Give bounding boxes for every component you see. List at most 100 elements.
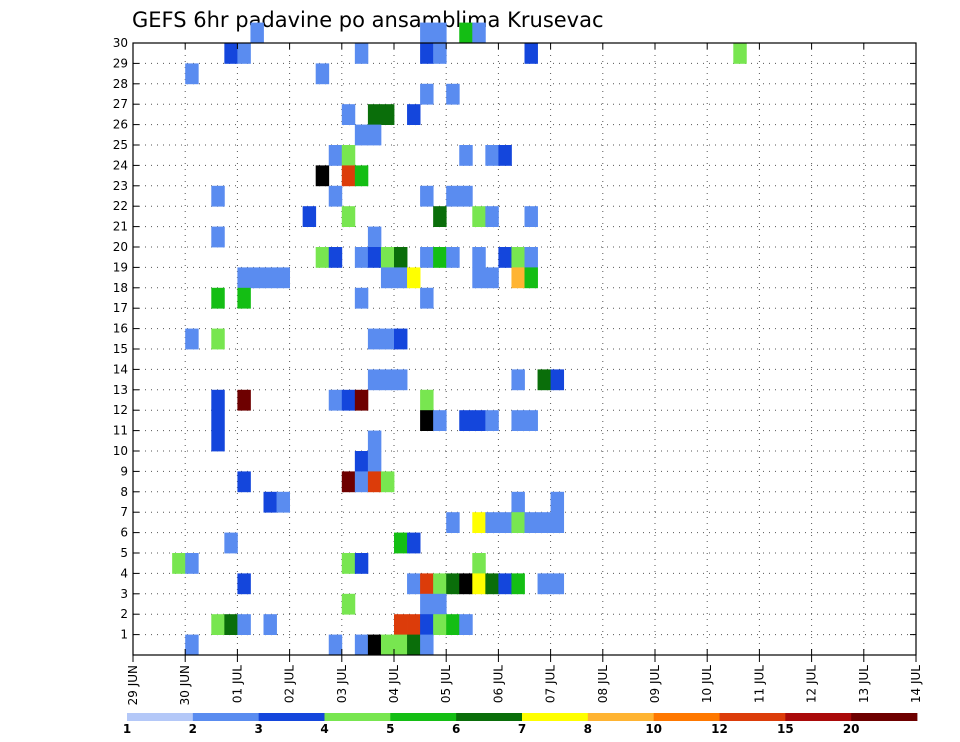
heatmap-cell xyxy=(354,389,369,411)
heatmap-cell xyxy=(237,614,251,635)
y-tick-label: 10 xyxy=(113,444,128,458)
heatmap-cell xyxy=(420,593,434,615)
heatmap-cell xyxy=(537,369,551,391)
heatmap-cell xyxy=(420,614,434,635)
heatmap-cell xyxy=(472,553,486,574)
heatmap-cell xyxy=(420,22,434,44)
legend-swatch xyxy=(456,713,523,721)
heatmap-cell xyxy=(511,491,525,513)
heatmap-cell xyxy=(211,614,225,635)
x-tick-label: 06 JUL xyxy=(491,665,505,703)
y-tick-label: 17 xyxy=(113,301,128,315)
y-tick-label: 28 xyxy=(113,77,128,91)
heatmap-cell xyxy=(524,247,538,268)
heatmap-cell xyxy=(328,247,343,268)
heatmap-cell xyxy=(211,226,225,248)
heatmap-cell xyxy=(537,512,551,533)
heatmap-cell xyxy=(354,247,369,268)
heatmap-cell xyxy=(394,328,408,350)
heatmap-cell xyxy=(328,185,343,207)
heatmap-cell xyxy=(211,287,225,309)
heatmap-cell xyxy=(237,267,251,289)
heatmap-cell xyxy=(328,634,343,656)
heatmap-cell xyxy=(472,410,486,431)
y-tick-label: 15 xyxy=(113,342,128,356)
heatmap-cell xyxy=(354,124,369,146)
heatmap-cell xyxy=(511,369,525,391)
legend-swatch xyxy=(324,713,391,721)
y-tick-label: 22 xyxy=(113,199,128,213)
heatmap-cell xyxy=(263,491,277,513)
chart-title: GEFS 6hr padavine po ansamblima Krusevac xyxy=(132,8,604,32)
heatmap-cell xyxy=(237,389,251,411)
heatmap-cell xyxy=(302,206,317,227)
heatmap-cell xyxy=(276,267,290,289)
heatmap-cell xyxy=(407,614,421,635)
heatmap-cell xyxy=(341,104,356,125)
legend-swatch xyxy=(851,713,918,721)
heatmap-cell xyxy=(341,389,356,411)
legend-swatch xyxy=(127,713,194,721)
heatmap-cell xyxy=(276,491,290,513)
heatmap-cell xyxy=(237,573,251,595)
legend-swatch xyxy=(653,713,720,721)
heatmap-cell xyxy=(367,451,382,472)
heatmap-cell xyxy=(354,634,369,656)
heatmap-cell xyxy=(433,206,447,227)
y-tick-label: 29 xyxy=(113,56,128,70)
heatmap-cell xyxy=(211,430,225,452)
heatmap-cell xyxy=(524,206,538,227)
x-tick-label: 14 JUL xyxy=(909,665,923,703)
x-tick-label: 13 JUL xyxy=(857,665,871,703)
heatmap-cell xyxy=(485,145,499,166)
heatmap-cell xyxy=(420,573,434,595)
x-tick-label: 10 JUL xyxy=(700,665,714,703)
heatmap-cell xyxy=(407,634,421,656)
heatmap-cell xyxy=(354,451,369,472)
heatmap-cell xyxy=(485,410,499,431)
y-tick-label: 6 xyxy=(120,526,128,540)
x-tick-label: 30 JUN xyxy=(178,665,192,705)
y-tick-label: 18 xyxy=(113,281,128,295)
heatmap-cell xyxy=(263,267,277,289)
heatmap-cell xyxy=(550,369,565,391)
heatmap-cell xyxy=(407,532,421,554)
legend: 1 2 3 4 5 6 7 8 10 12 15 20 xyxy=(123,713,918,736)
x-tick-label: 11 JUL xyxy=(752,665,766,703)
legend-swatch xyxy=(192,713,260,721)
heatmap-cell xyxy=(394,614,408,635)
y-tick-label: 27 xyxy=(113,97,128,111)
legend-label: 3 xyxy=(254,722,262,736)
legend-label: 1 xyxy=(123,722,131,736)
heatmap-cell xyxy=(459,573,473,595)
heatmap-cell xyxy=(433,573,447,595)
heatmap-cell xyxy=(341,593,356,615)
y-tick-label: 20 xyxy=(113,240,128,254)
heatmap-cell xyxy=(550,573,565,595)
heatmap-cell xyxy=(250,267,264,289)
heatmap-cell xyxy=(511,573,525,595)
heatmap-cell xyxy=(315,63,330,85)
heatmap-cell xyxy=(446,573,460,595)
heatmap-cell xyxy=(380,471,395,493)
heatmap-cell xyxy=(446,83,460,105)
heatmap-cell xyxy=(237,471,251,493)
heatmap-cell xyxy=(420,43,434,64)
x-tick-label: 01 JUL xyxy=(230,665,244,703)
heatmap-cell xyxy=(459,145,473,166)
heatmap-cell xyxy=(733,43,747,64)
legend-swatch xyxy=(258,713,325,721)
y-tick-label: 4 xyxy=(120,566,128,580)
y-tick-label: 24 xyxy=(113,158,128,172)
y-tick-label: 14 xyxy=(113,362,128,376)
heatmap-cell xyxy=(459,410,473,431)
heatmap-cell xyxy=(211,328,225,350)
y-tick-label: 9 xyxy=(120,464,128,478)
heatmap-cell xyxy=(433,247,447,268)
heatmap-cell xyxy=(472,22,486,44)
heatmap-cell xyxy=(380,328,395,350)
y-tick-label: 7 xyxy=(120,505,128,519)
heatmap-cell xyxy=(511,512,525,533)
heatmap-cell xyxy=(341,553,356,574)
